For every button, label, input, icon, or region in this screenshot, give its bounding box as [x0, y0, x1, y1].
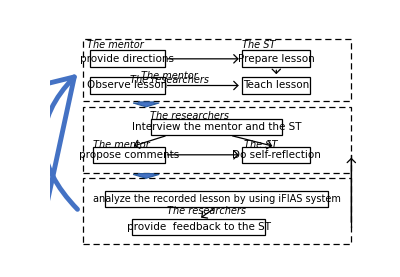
- Bar: [82, 107, 351, 173]
- Text: The ST: The ST: [242, 40, 276, 50]
- Text: Teach lesson: Teach lesson: [243, 81, 310, 91]
- Bar: [82, 178, 351, 244]
- Bar: [105, 191, 328, 207]
- Text: provide directions: provide directions: [80, 54, 174, 64]
- Text: The mentor: The mentor: [141, 71, 198, 81]
- Text: Do self-reflection: Do self-reflection: [232, 150, 321, 160]
- Bar: [242, 50, 310, 67]
- Text: Observe lesson: Observe lesson: [87, 81, 168, 91]
- Text: The researchers: The researchers: [167, 206, 246, 216]
- Text: The researchers: The researchers: [130, 75, 209, 85]
- Text: provide  feedback to the ST: provide feedback to the ST: [127, 222, 271, 232]
- Bar: [151, 119, 282, 135]
- Bar: [242, 77, 310, 94]
- Text: Interview the mentor and the ST: Interview the mentor and the ST: [132, 122, 301, 132]
- Bar: [82, 39, 351, 101]
- Text: The mentor: The mentor: [87, 40, 144, 50]
- FancyArrowPatch shape: [0, 77, 78, 256]
- Bar: [132, 219, 266, 235]
- Text: The researchers: The researchers: [150, 111, 229, 121]
- Text: analyze the recorded lesson by using iFIAS system: analyze the recorded lesson by using iFI…: [92, 194, 340, 204]
- Text: The ST: The ST: [244, 140, 277, 150]
- Polygon shape: [133, 102, 159, 107]
- Bar: [90, 50, 165, 67]
- Bar: [94, 147, 165, 163]
- Text: The mentor: The mentor: [94, 140, 150, 150]
- Text: Prepare lesson: Prepare lesson: [238, 54, 315, 64]
- Text: propose comments: propose comments: [79, 150, 179, 160]
- Bar: [90, 77, 165, 94]
- Bar: [242, 147, 310, 163]
- Polygon shape: [133, 174, 159, 178]
